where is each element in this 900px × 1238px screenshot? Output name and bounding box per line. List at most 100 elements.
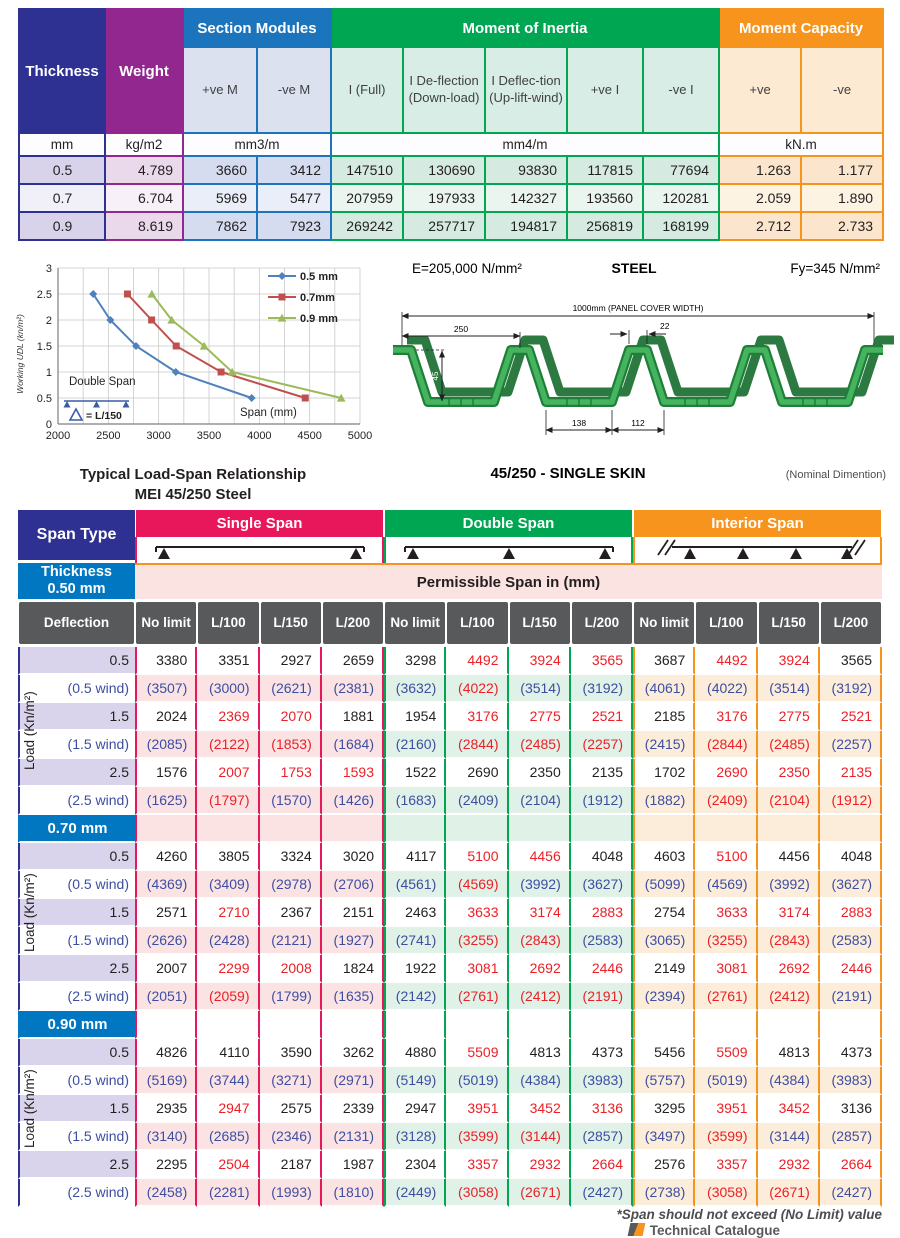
- span-table-part: (3507): [146, 680, 188, 696]
- span-group-title: Single Span: [136, 510, 383, 537]
- span-table-part: 3136: [840, 1100, 872, 1116]
- span-group-title: Interior Span: [634, 510, 881, 537]
- span-table-part: (4384): [769, 1072, 810, 1088]
- span-value-cell: 2883: [819, 899, 882, 927]
- span-table-part: Span Type Thickness 0.50 mm: [18, 510, 135, 599]
- y-tick-label: 2.5: [37, 289, 52, 301]
- span-value-cell: (3627): [819, 871, 882, 899]
- span-value-cell: (3983): [570, 1067, 633, 1095]
- sub-header: I (Full): [330, 46, 404, 134]
- span-value-cell: 2151: [321, 899, 384, 927]
- span-value-cell: (2844): [695, 731, 758, 759]
- span-table-part: (5149): [395, 1072, 437, 1088]
- span-value-cell: (3271): [259, 1067, 322, 1095]
- span-value-cell: 4260: [135, 843, 198, 871]
- span-table-part: 4373: [840, 1044, 872, 1060]
- span-value-cell: (5757): [633, 1067, 696, 1095]
- empty-cell: [570, 1011, 633, 1039]
- span-value-cell: 3633: [446, 899, 509, 927]
- table-cell: 193560: [566, 183, 644, 213]
- span-value-cell: (1570): [259, 787, 322, 815]
- span-table-part: 4117: [406, 848, 437, 864]
- span-table-part: 2504: [218, 1156, 250, 1172]
- span-table-part: 3380: [156, 652, 188, 668]
- span-value-cell: (1912): [570, 787, 633, 815]
- span-table-part: (2738): [644, 1184, 686, 1200]
- span-value-cell: 2947: [384, 1095, 447, 1123]
- span-table-part: 2935: [156, 1100, 188, 1116]
- span-value-cell: 3380: [135, 647, 198, 675]
- span-table-part: 2883: [840, 904, 872, 920]
- span-table-part: 2135: [840, 764, 872, 780]
- span-value-cell: 2521: [819, 703, 882, 731]
- span-data-row: (1.5 wind) (2085) (2122) (1853) (1684) (2160)…: [18, 731, 882, 759]
- empty-cell: [633, 1011, 696, 1039]
- table-cell: 5969: [182, 183, 258, 213]
- span-value-cell: 2369: [197, 703, 260, 731]
- y-tick-label: 1: [46, 367, 52, 379]
- span-value-cell: (2626): [135, 927, 198, 955]
- span-value-cell: (2281): [197, 1179, 260, 1207]
- table-cell: 0.5: [18, 155, 106, 185]
- load-label-cell: (1.5 wind): [18, 927, 135, 955]
- span-table-part: (1.5 wind): [67, 1128, 129, 1144]
- span-value-cell: 4117: [384, 843, 447, 871]
- span-value-cell: 4373: [819, 1039, 882, 1067]
- span-value-cell: (1797): [197, 787, 260, 815]
- span-table-part: (1.5 wind): [67, 736, 129, 752]
- span-value-cell: (2257): [570, 731, 633, 759]
- span-value-cell: (2844): [446, 731, 509, 759]
- span-value-cell: 1987: [321, 1151, 384, 1179]
- span-table-part: 2024: [156, 708, 188, 724]
- span-table-part: (2971): [333, 1072, 374, 1088]
- sub-header: -ve M: [256, 46, 332, 134]
- span-table-part: 3924: [778, 652, 810, 668]
- span-table-part: (4569): [707, 876, 748, 892]
- span-value-cell: (2131): [321, 1123, 384, 1151]
- span-footnote: *Span should not exceed (No Limit) value: [616, 1207, 882, 1222]
- span-table-part: (2412): [520, 988, 561, 1004]
- double-span-beam-glyph: [63, 400, 130, 408]
- span-value-cell: 1922: [384, 955, 447, 983]
- span-value-cell: (2160): [384, 731, 447, 759]
- span-table-part: 2692: [529, 960, 561, 976]
- data-point-marker: [172, 342, 180, 350]
- span-table-part: (2761): [458, 988, 499, 1004]
- unit-cell: kN.m: [718, 132, 885, 157]
- span-value-cell: (4384): [757, 1067, 820, 1095]
- span-value-cell: 2187: [259, 1151, 322, 1179]
- data-point-marker: [123, 290, 131, 298]
- span-table-part: 1954: [405, 708, 437, 724]
- span-table-part: (2059): [209, 988, 250, 1004]
- span-value-cell: (2843): [508, 927, 571, 955]
- span-data-row: (1.5 wind) (2626) (2428) (2121) (1927) (2741)…: [18, 927, 882, 955]
- span-data-row: 1.5 2935 2947 2575 2339 2947 3951 3452 3136 3295 3…: [18, 1095, 882, 1123]
- span-value-cell: (4022): [695, 675, 758, 703]
- load-label-cell: (2.5 wind): [18, 787, 135, 815]
- unit-cell: mm4/m: [329, 132, 721, 157]
- span-value-cell: 1824: [321, 955, 384, 983]
- span-table-part: 1522: [405, 764, 437, 780]
- span-table-part: (2427): [582, 1184, 623, 1200]
- span-table-part: 2576: [654, 1156, 686, 1172]
- span-table-part: 4603: [654, 848, 686, 864]
- span-value-cell: 2690: [446, 759, 509, 787]
- span-value-cell: (2346): [259, 1123, 322, 1151]
- profile-caption: 45/250 - SINGLE SKIN: [490, 465, 645, 482]
- table-cell: 93830: [484, 155, 568, 185]
- dim-45: 45: [416, 349, 446, 402]
- span-value-cell: 3081: [446, 955, 509, 983]
- span-value-cell: 2463: [384, 899, 447, 927]
- span-table-part: 3295: [654, 1100, 686, 1116]
- span-table-part: (2458): [146, 1184, 188, 1200]
- span-value-cell: 2504: [197, 1151, 260, 1179]
- span-value-cell: (1810): [321, 1179, 384, 1207]
- table-cell: 7923: [256, 211, 332, 241]
- table-cell: 256819: [566, 211, 644, 241]
- span-value-cell: 2710: [197, 899, 260, 927]
- table-cell: 168199: [641, 211, 721, 241]
- span-value-cell: (1882): [633, 787, 696, 815]
- span-value-cell: (3599): [446, 1123, 509, 1151]
- table-cell: 2.712: [718, 211, 803, 241]
- span-table-part: 0.5: [109, 652, 129, 668]
